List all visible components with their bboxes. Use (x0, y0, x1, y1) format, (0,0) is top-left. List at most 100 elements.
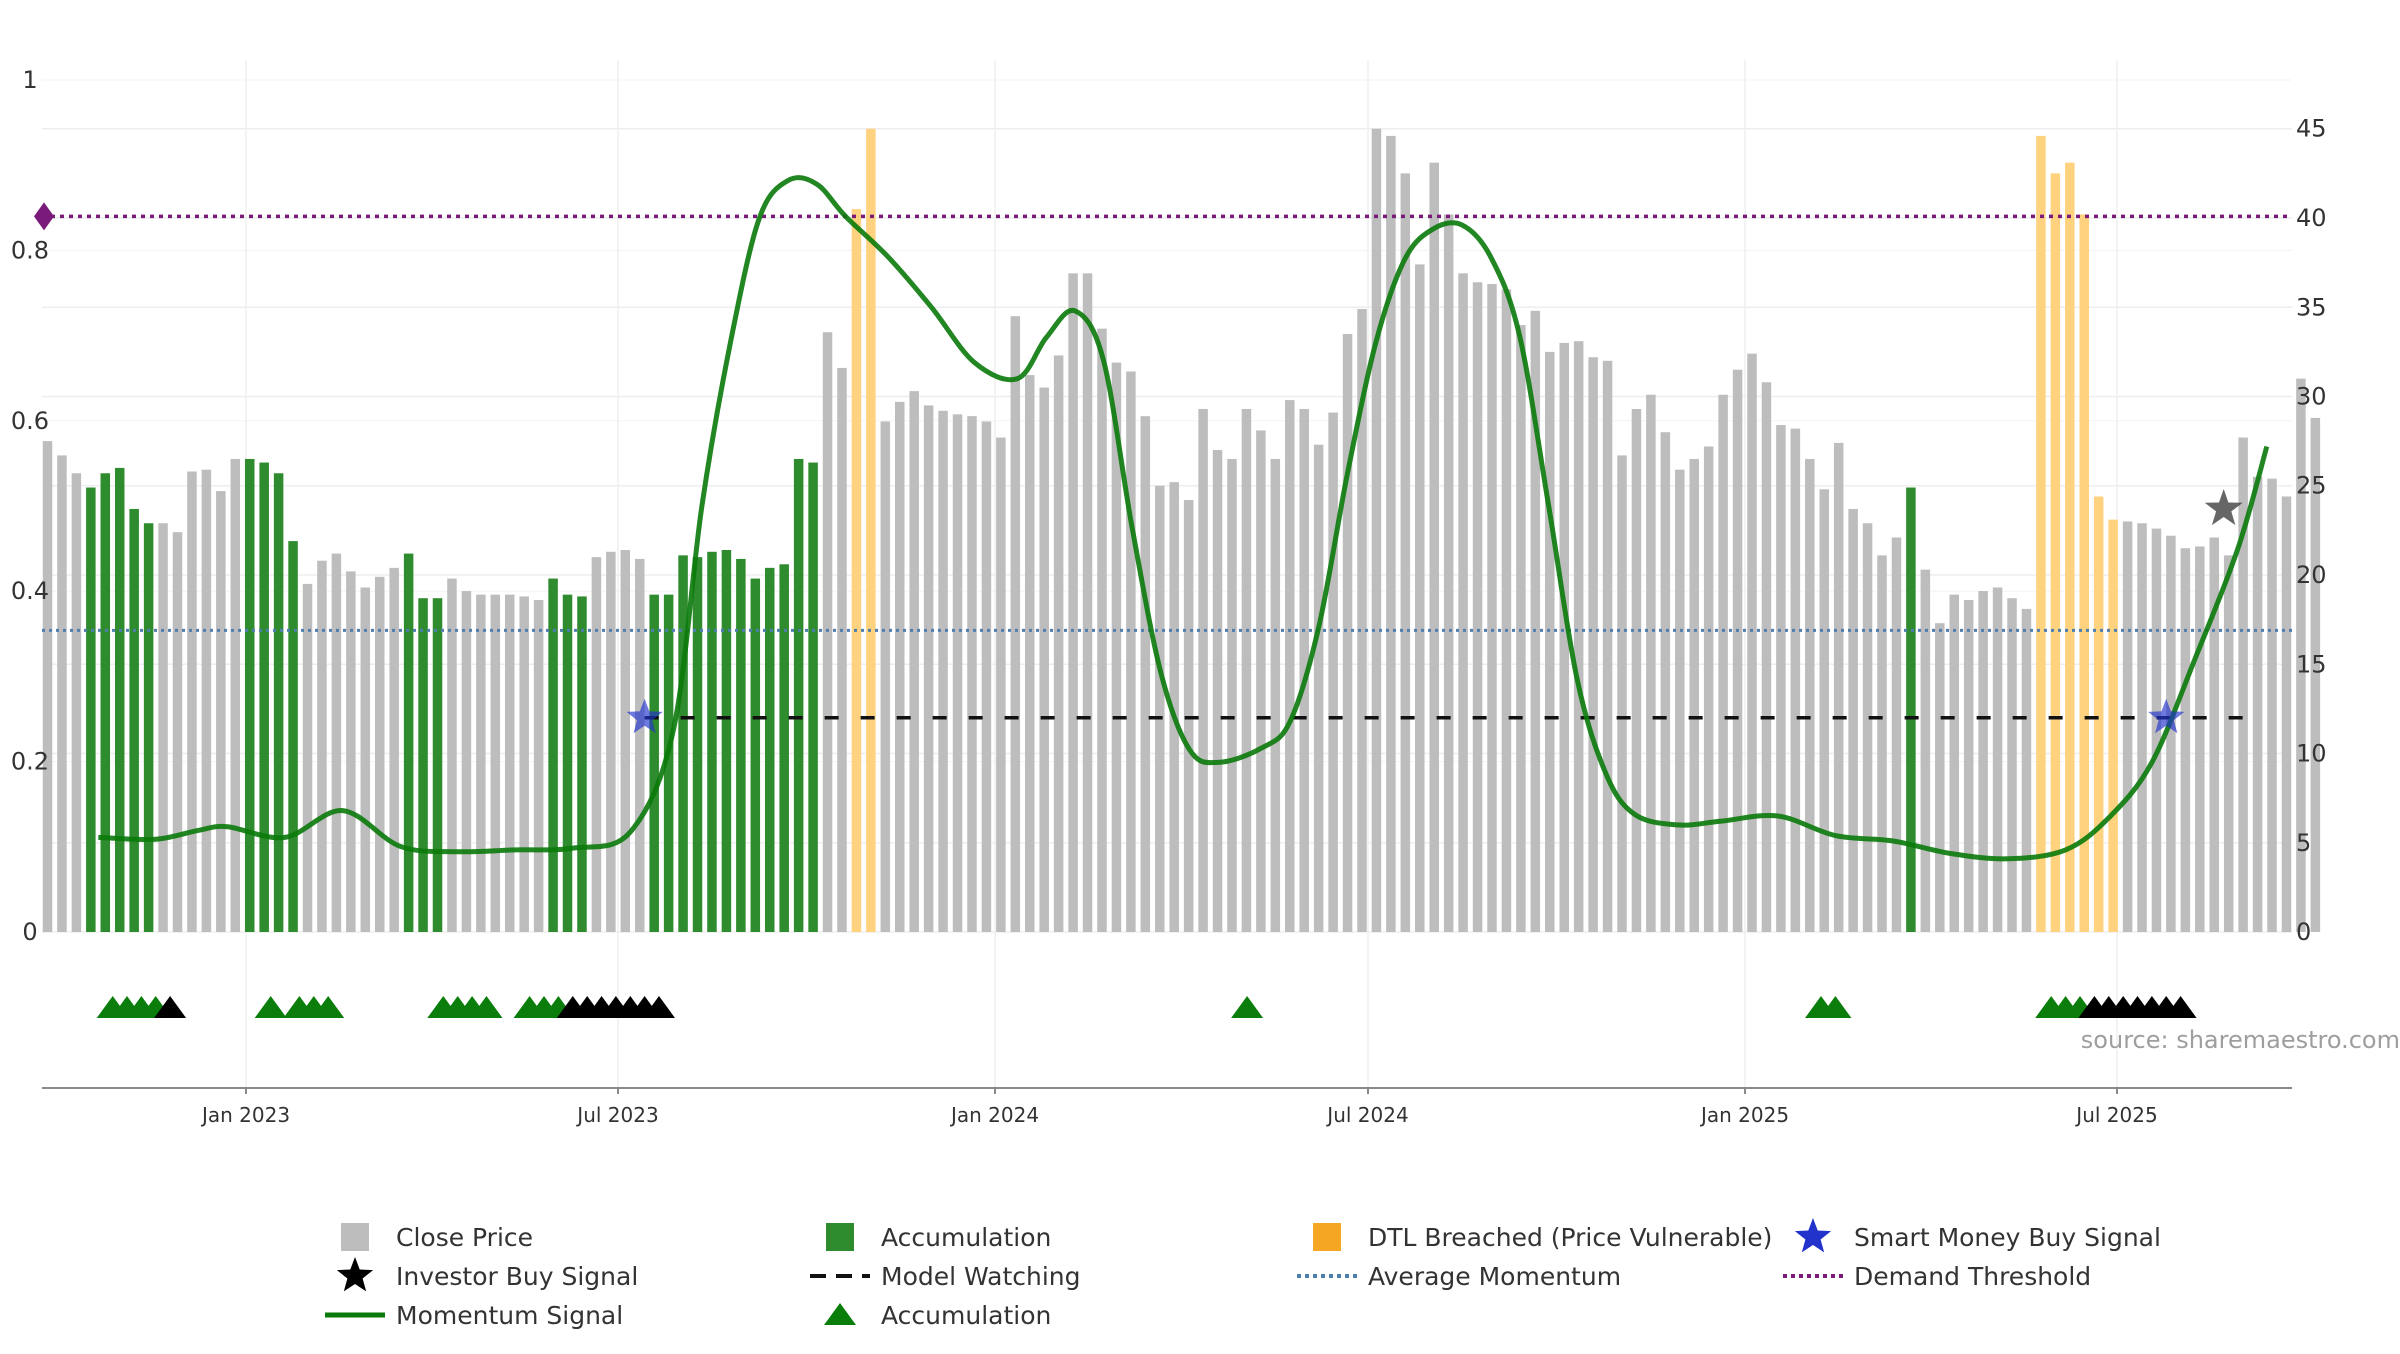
close-price-bar (967, 416, 977, 932)
close-price-bar (1342, 334, 1353, 932)
close-price-bar (346, 571, 356, 932)
dtl-bar (2079, 214, 2089, 932)
x-tick-label: Jul 2023 (575, 1103, 658, 1127)
legend-item: Accumulation (824, 1301, 1051, 1330)
accumulation-bar (143, 523, 154, 932)
close-price-bar (1718, 394, 1728, 933)
close-price-bar (1501, 289, 1512, 932)
y-right-tick-label: 10 (2296, 740, 2327, 768)
y-right-tick-label: 30 (2296, 383, 2327, 411)
accumulation-bar (649, 594, 659, 932)
y-right-tick-label: 15 (2296, 650, 2327, 678)
close-price-bar (2310, 417, 2321, 932)
dtl-bar (2093, 496, 2104, 932)
close-price-bar (2137, 523, 2147, 932)
close-price-bar (1530, 310, 1541, 932)
close-price-bar (1877, 555, 1887, 932)
smart-money-star-icon (2148, 698, 2185, 734)
close-price-bar (1631, 408, 1642, 932)
close-price-bar (1776, 425, 1786, 932)
close-price-bar (923, 405, 934, 932)
close-price-bar (302, 583, 313, 932)
investor-triangle-icon (2164, 996, 2197, 1018)
close-price-bar (1155, 485, 1165, 932)
close-price-bar (1862, 523, 1873, 932)
close-price-bar (1992, 587, 2003, 932)
close-price-bar (2296, 378, 2306, 932)
close-price-bar (620, 550, 631, 932)
legend-label: Investor Buy Signal (396, 1262, 638, 1291)
close-price-bar (1299, 408, 1309, 932)
legend-label: Average Momentum (1368, 1262, 1621, 1291)
investor-triangle-icon (154, 996, 187, 1018)
close-price-bar (2223, 555, 2234, 932)
accumulation-bar (577, 596, 587, 932)
legend-label: Model Watching (881, 1262, 1081, 1291)
y-right-tick-label: 35 (2296, 293, 2327, 321)
legend-label: Smart Money Buy Signal (1854, 1223, 2161, 1252)
close-price-bar (1617, 455, 1627, 932)
legend-item: Smart Money Buy Signal (1794, 1218, 2161, 1253)
accumulation-bar (273, 473, 284, 932)
legend-label: Momentum Signal (396, 1301, 623, 1330)
accumulation-bar (129, 508, 139, 932)
accumulation-bar (721, 550, 732, 932)
y-right-tick-label: 0 (2296, 918, 2311, 946)
accumulation-bar (663, 594, 674, 932)
close-price-bar (519, 596, 529, 932)
close-price-bar (1111, 362, 1122, 933)
dtl-bar (851, 209, 862, 932)
y-left-tick-label: 0.2 (11, 748, 49, 776)
accumulation-bar (736, 558, 746, 932)
close-price-bar (1790, 428, 1801, 932)
close-price-bar (822, 332, 833, 932)
legend-item: Momentum Signal (325, 1301, 623, 1330)
close-price-bar (1328, 412, 1338, 932)
close-price-bar (1732, 369, 1743, 933)
legend-item: Investor Buy Signal (336, 1257, 638, 1292)
close-price-bar (317, 560, 327, 932)
accumulation-triangle-icon (312, 996, 345, 1018)
close-price-bar (504, 594, 515, 932)
close-price-bar (2281, 496, 2292, 932)
legend-item: Accumulation (826, 1223, 1051, 1252)
close-price-bar (1285, 400, 1295, 932)
close-price-bar (1833, 442, 1844, 932)
close-price-bar (71, 473, 82, 932)
accumulation-bar (1906, 487, 1916, 932)
close-price-bar (1140, 416, 1151, 932)
close-price-bar (1588, 357, 1598, 933)
close-price-bar (1602, 360, 1613, 932)
y-right-tick-label: 5 (2296, 829, 2311, 857)
close-price-bar (57, 455, 67, 932)
legend-label: DTL Breached (Price Vulnerable) (1368, 1223, 1772, 1252)
close-price-bar (1516, 325, 1526, 933)
accumulation-triangle-icon (1231, 996, 1264, 1018)
accumulation-bar (259, 462, 269, 932)
close-price-bar (1487, 284, 1497, 932)
legend-item: DTL Breached (Price Vulnerable) (1313, 1223, 1772, 1252)
legend-label: Close Price (396, 1223, 533, 1252)
x-tick-label: Jan 2023 (200, 1103, 290, 1127)
accumulation-bar (432, 598, 443, 932)
close-price-bar (1805, 458, 1815, 932)
close-price-bar (1978, 591, 1988, 932)
close-price-bar (230, 458, 241, 932)
close-price-bar (1443, 214, 1454, 932)
close-price-bar (216, 491, 226, 932)
source-label: source: sharemaestro.com (2081, 1026, 2400, 1054)
close-price-bar (374, 576, 385, 932)
close-price-bar (1458, 273, 1468, 933)
momentum-signal-line (98, 175, 2270, 862)
close-price-bar (490, 594, 501, 932)
legend: Close Price Accumulation DTL Breached (Pri… (325, 1218, 2161, 1330)
close-price-bar (2180, 548, 2191, 932)
close-price-bar (1169, 482, 1179, 932)
close-price-bar (2007, 598, 2017, 932)
legend-label: Accumulation (881, 1223, 1051, 1252)
close-price-bar (2238, 437, 2248, 932)
lines (34, 175, 2292, 862)
close-price-bar (1545, 351, 1555, 933)
close-price-bar (1227, 458, 1237, 932)
